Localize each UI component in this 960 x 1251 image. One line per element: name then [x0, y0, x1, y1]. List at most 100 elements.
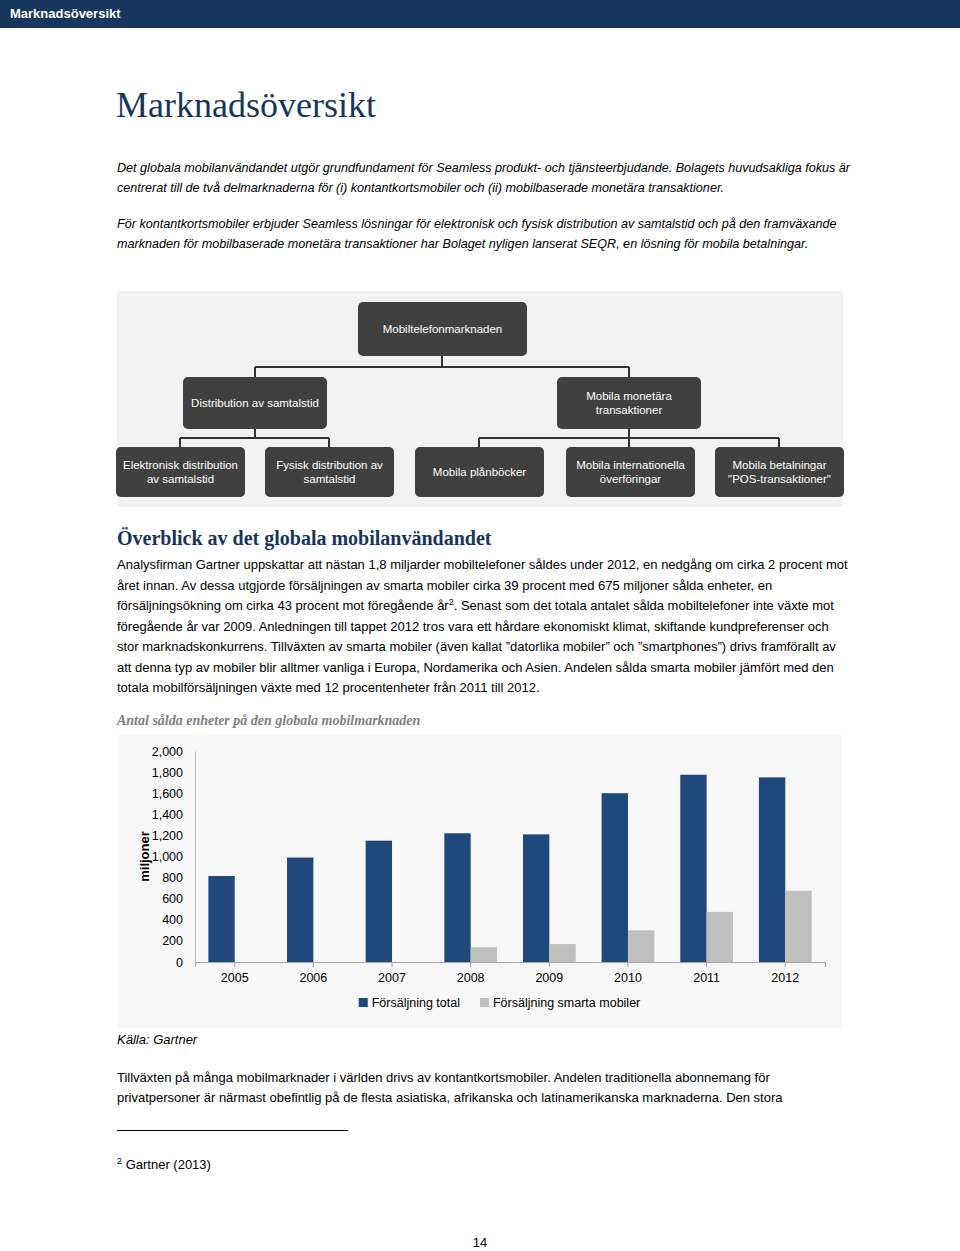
y-tick: 1,200 [152, 829, 195, 843]
y-tick: 2,000 [152, 745, 195, 759]
y-tick: 200 [162, 934, 195, 948]
legend-label: Försäljning total [372, 996, 460, 1010]
bar [680, 775, 706, 962]
y-tick: 1,400 [152, 808, 195, 822]
connector [628, 438, 630, 447]
x-tick-mark [549, 962, 550, 967]
connector [328, 438, 330, 447]
x-tick-label: 2007 [378, 971, 406, 985]
x-axis-line [196, 963, 826, 968]
footnote: 2 Gartner (2013) [117, 1156, 211, 1172]
bar [628, 930, 654, 962]
y-tick-label: 1,400 [152, 808, 183, 822]
x-tick-mark [234, 962, 235, 967]
connector [628, 429, 630, 438]
y-tick: 400 [162, 913, 195, 927]
x-axis: 2005 2006 2007 2008 2009 2010 2011 2012 [196, 962, 826, 985]
bar [759, 777, 785, 962]
x-tick-label: 2008 [457, 971, 485, 985]
diagram-node: Mobila monetära transaktioner [557, 377, 701, 429]
connector [254, 367, 256, 377]
chart-title: Antal sålda enheter på den globala mobil… [117, 713, 420, 729]
closing-paragraph: Tillväxten på många mobilmarknader i vär… [117, 1068, 817, 1108]
y-tick-label: 400 [162, 913, 183, 927]
connector [255, 366, 629, 368]
bar [287, 858, 313, 962]
footnote-rule [117, 1130, 348, 1131]
x-tick-label: 2010 [614, 971, 642, 985]
page-number: 14 [0, 1235, 960, 1250]
y-tick: 0 [176, 956, 195, 970]
x-tick-mark [706, 962, 707, 967]
y-tick: 800 [162, 871, 195, 885]
y-tick: 1,000 [152, 850, 195, 864]
bar [444, 833, 470, 962]
y-tick: 600 [162, 892, 195, 906]
diagram-node: Elektronisk distribution av samtalstid [116, 447, 245, 497]
x-tick-label: 2005 [221, 971, 249, 985]
connector [179, 438, 181, 447]
legend-swatch [359, 998, 368, 1007]
connector [254, 429, 256, 438]
bar [707, 912, 733, 962]
diagram-node: Mobiltelefonmarknaden [358, 302, 527, 356]
x-tick-label: 2012 [771, 971, 799, 985]
y-tick-label: 1,200 [152, 829, 183, 843]
legend-item: Försäljning smarta mobiler [480, 996, 640, 1010]
footnote-marker: 2 [117, 1156, 122, 1166]
x-tick-mark [627, 962, 628, 967]
diagram-box: Mobiltelefonmarknaden Distribution av sam… [117, 291, 843, 507]
y-tick-label: 200 [162, 934, 183, 948]
section-paragraph: Analysfirman Gartner uppskattar att näst… [117, 555, 852, 699]
footnote-ref: 2 [449, 597, 454, 607]
header-bar [0, 0, 960, 28]
y-tick: 1,800 [152, 766, 195, 780]
legend: Försäljning total Försäljning smarta mobi… [359, 996, 641, 1010]
section-heading: Överblick av det globala mobilanvändande… [117, 527, 492, 550]
legend-label: Försäljning smarta mobiler [493, 996, 640, 1010]
connector [478, 438, 480, 447]
bar [208, 876, 234, 962]
y-axis: 0 200 400 600 800 1,000 1,200 1,400 1,600 1,800 2,… [152, 745, 196, 970]
diagram-node: Mobila internationella överföringar [566, 447, 695, 497]
x-tick-mark [785, 962, 786, 967]
diagram-node: Distribution av samtalstid [183, 377, 327, 429]
bar [549, 944, 575, 962]
x-tick: 2007 [378, 962, 406, 985]
x-tick: 2010 [614, 962, 642, 985]
bar [785, 891, 811, 962]
intro-paragraph: För kontantkortsmobiler erbjuder Seamles… [117, 214, 852, 254]
x-tick-mark [392, 962, 393, 967]
y-axis-line [195, 752, 196, 963]
x-tick-label: 2006 [299, 971, 327, 985]
x-tick: 2011 [693, 962, 720, 985]
x-tick-label: 2011 [693, 971, 720, 985]
bar [471, 947, 497, 962]
page-title: Marknadsöversikt [116, 84, 376, 126]
y-tick-label: 800 [162, 871, 183, 885]
x-tick-mark [470, 962, 471, 967]
y-tick-label: 600 [162, 892, 183, 906]
chart: 0 200 400 600 800 1,000 1,200 1,400 1,600 1,800 2,… [117, 735, 842, 1028]
y-tick-label: 2,000 [152, 745, 183, 759]
connector [778, 438, 780, 447]
x-tick: 2012 [771, 962, 799, 985]
y-axis-title: miljoner [137, 831, 152, 882]
diagram-node: Fysisk distribution av samtalstid [265, 447, 394, 497]
diagram-node: Mobila plånböcker [415, 447, 544, 497]
x-tick: 2006 [299, 962, 327, 985]
x-tick-label: 2009 [535, 971, 563, 985]
diagram-node: Mobila betalningar "POS-transaktioner" [715, 447, 844, 497]
legend-swatch [480, 998, 489, 1007]
x-tick: 2005 [221, 962, 249, 985]
x-tick: 2009 [535, 962, 563, 985]
y-tick: 1,600 [152, 787, 195, 801]
source: Källa: Gartner [117, 1032, 197, 1047]
footnote-text: Gartner (2013) [126, 1157, 211, 1172]
connector [628, 367, 630, 377]
y-tick-label: 1,600 [152, 787, 183, 801]
header-text: Marknadsöversikt [10, 6, 121, 21]
bar [366, 841, 392, 962]
x-tick-mark [313, 962, 314, 967]
connector [180, 437, 329, 439]
